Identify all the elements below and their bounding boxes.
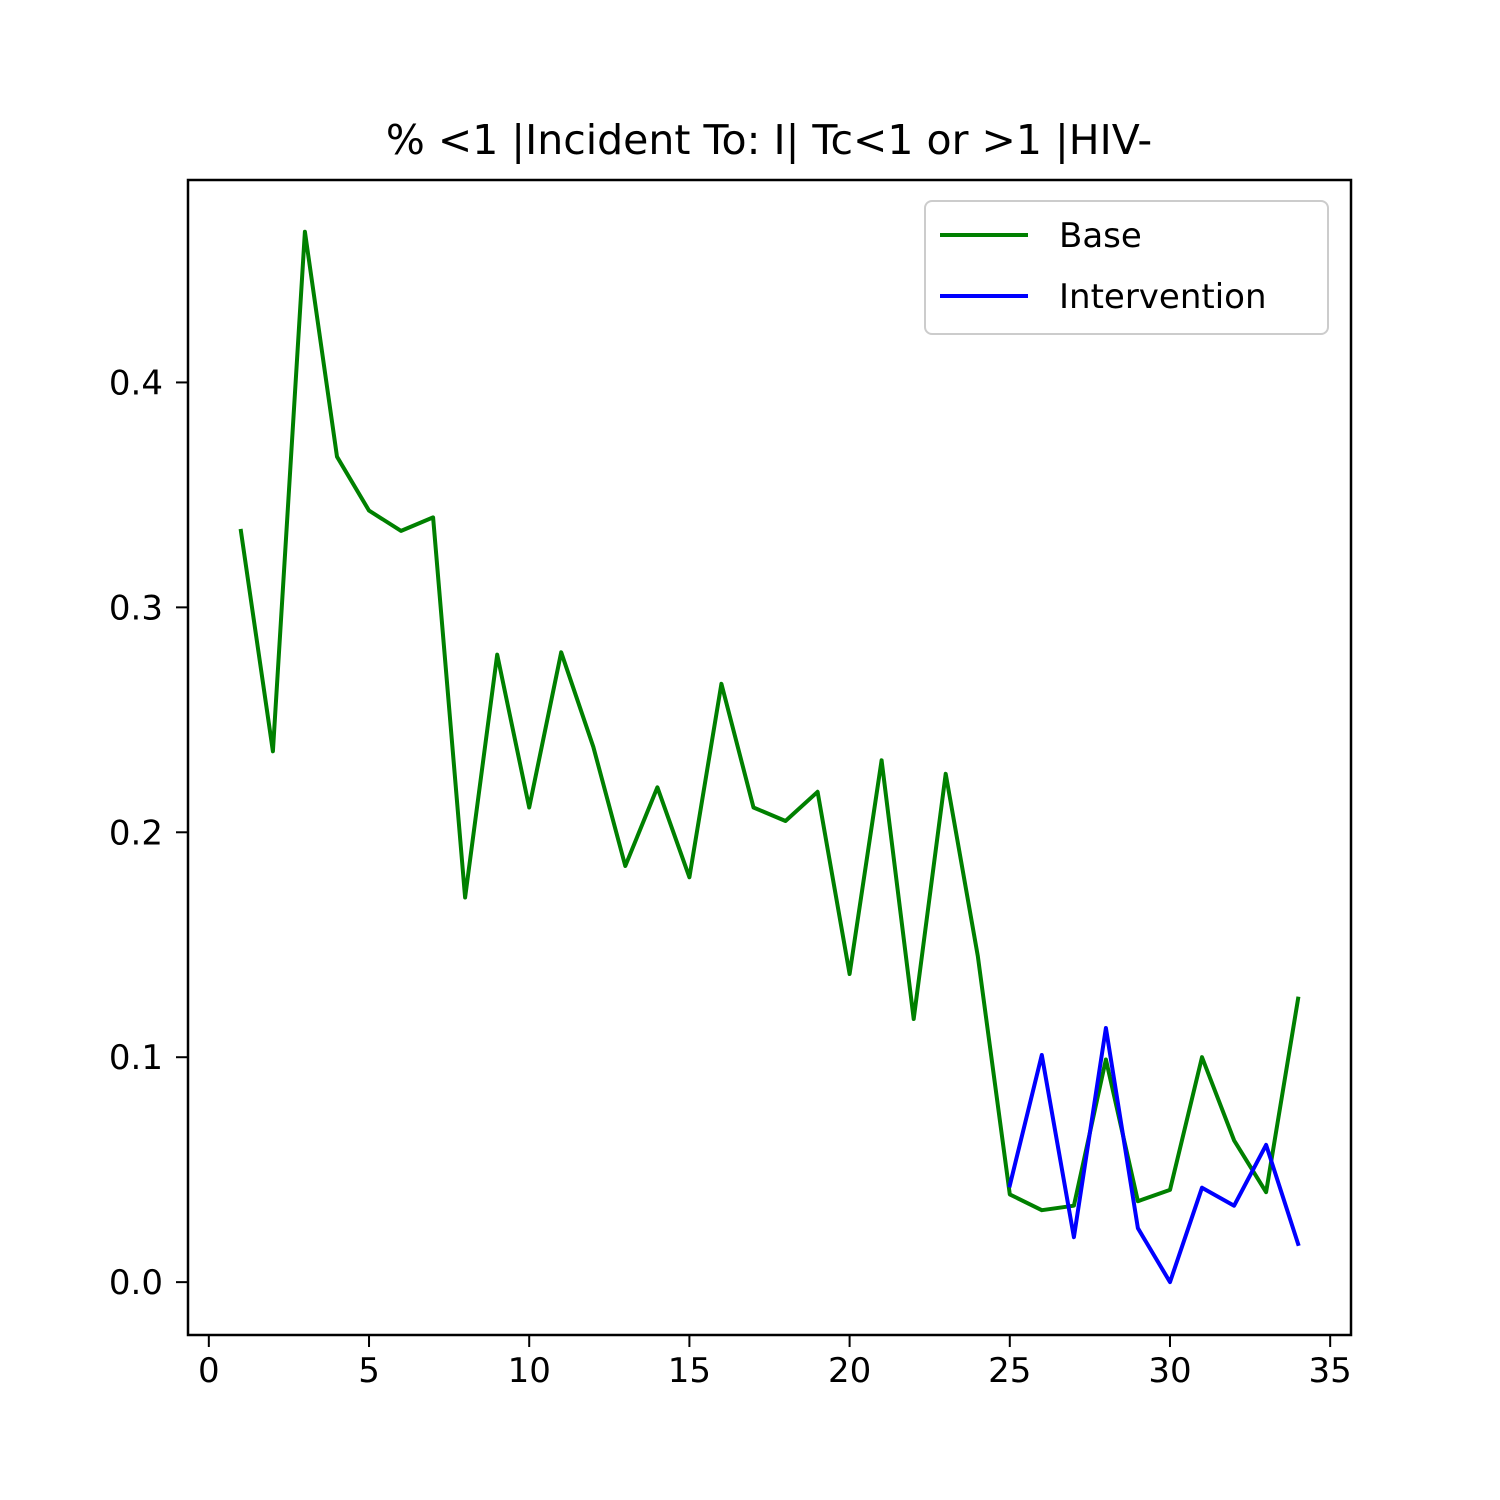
x-tick-label: 20 (828, 1351, 871, 1391)
y-tick-label: 0.1 (109, 1038, 163, 1078)
x-tick-label: 10 (508, 1351, 551, 1391)
y-tick-label: 0.2 (109, 813, 163, 853)
x-tick-label: 5 (358, 1351, 380, 1391)
x-tick-label: 30 (1148, 1351, 1191, 1391)
x-tick-label: 15 (668, 1351, 711, 1391)
chart-title: % <1 |Incident To: I| Tc<1 or >1 |HIV- (386, 116, 1152, 164)
legend-label-intervention: Intervention (1059, 277, 1267, 317)
legend-label-base: Base (1059, 216, 1142, 256)
y-tick-label: 0.0 (109, 1263, 163, 1303)
series-line-intervention (1007, 1026, 1301, 1285)
x-tick-label: 35 (1309, 1351, 1352, 1391)
x-tick-label: 0 (198, 1351, 220, 1391)
legend: Base Intervention (924, 200, 1329, 335)
x-tick-label: 25 (988, 1351, 1031, 1391)
axes-layer: 0 5 10 15 20 25 30 35 0.0 0.1 0.2 0.3 0.4 (109, 363, 1352, 1391)
y-tick-label: 0.3 (109, 588, 163, 628)
y-tick-label: 0.4 (109, 363, 163, 403)
plot-frame (186, 178, 1353, 1337)
series-layer (238, 229, 1301, 1285)
